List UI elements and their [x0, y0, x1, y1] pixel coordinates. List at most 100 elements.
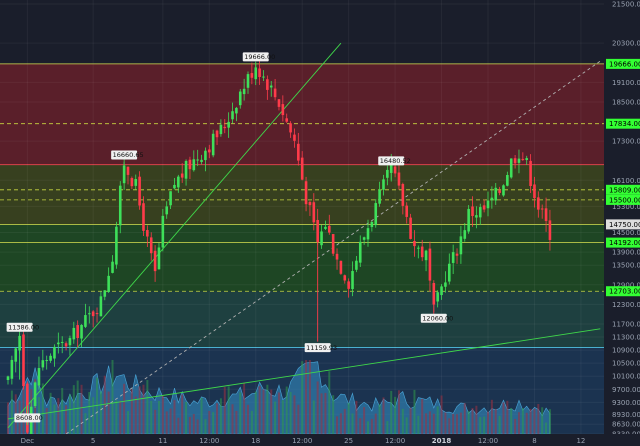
- volume-bar: [405, 417, 408, 434]
- volume-bar: [529, 408, 532, 434]
- candle-body: [540, 208, 544, 210]
- volume-bar: [312, 400, 315, 434]
- volume-bar: [475, 405, 478, 434]
- candle-body: [486, 200, 490, 209]
- candle-body: [506, 174, 509, 186]
- candle-body: [134, 179, 138, 186]
- volume-bar: [297, 404, 300, 434]
- candle-body: [200, 159, 203, 163]
- candle-body: [436, 292, 439, 302]
- volume-bar: [247, 404, 249, 434]
- level-price-tag: [606, 58, 640, 69]
- volume-bar: [533, 408, 536, 434]
- candle-body: [215, 130, 219, 138]
- candle-body: [420, 246, 424, 258]
- candle-body: [378, 189, 381, 204]
- candle-body: [223, 126, 227, 129]
- candle-body: [277, 99, 281, 107]
- time-tick-label: 12:00: [199, 437, 219, 445]
- level-price-tag: [606, 219, 640, 230]
- candle-body: [169, 191, 172, 206]
- candle-body: [417, 247, 420, 249]
- price-tick-label: 20300.00: [612, 40, 640, 48]
- candle-body: [339, 260, 343, 274]
- candle-body: [281, 104, 285, 116]
- volume-bar: [498, 415, 501, 434]
- price-annotation-label: 19666.00: [244, 53, 275, 61]
- volume-bar: [41, 383, 44, 434]
- price-annotation-label: 11159.93: [306, 344, 337, 352]
- volume-bar: [390, 390, 393, 434]
- candle-body: [235, 107, 238, 114]
- price-annotation-box: [6, 322, 33, 332]
- candle-body: [161, 215, 165, 248]
- volume-bar: [161, 395, 164, 434]
- volume-bar: [53, 404, 56, 434]
- trendline: [7, 42, 342, 429]
- annotation-layer: 11386.00 8608.00 16660.65 19666.00 11159.93 1…: [6, 52, 453, 423]
- price-annotation-label: 8608.00: [16, 414, 43, 422]
- volume-bar: [212, 412, 215, 434]
- volume-bar: [343, 408, 346, 434]
- volume-bar: [506, 400, 509, 434]
- volume-bar: [397, 390, 400, 434]
- candle-body: [428, 248, 432, 281]
- candle-body: [153, 250, 157, 272]
- volume-bar: [467, 411, 470, 434]
- candle-body: [22, 334, 25, 387]
- level-price-label: 19666.00: [609, 60, 640, 68]
- candle-body: [327, 225, 331, 233]
- candle-body: [41, 360, 45, 368]
- volume-bar: [417, 415, 420, 434]
- level-price-label: 15809.00: [609, 186, 640, 194]
- time-tick-label: 12:00: [292, 437, 312, 445]
- volume-bar: [463, 403, 466, 434]
- candle-body: [463, 230, 467, 239]
- candle-body: [60, 341, 64, 343]
- candle-body: [68, 338, 72, 346]
- volume-bar: [514, 418, 517, 434]
- volume-bar: [281, 400, 284, 434]
- volume-bar: [413, 389, 416, 434]
- volume-bar: [494, 408, 497, 434]
- candle-body: [246, 74, 250, 88]
- volume-bar: [185, 401, 188, 434]
- candle-body: [126, 166, 130, 175]
- level-price-label: 17834.00: [609, 120, 640, 128]
- candle-body: [513, 158, 517, 164]
- candle-body: [424, 250, 428, 261]
- price-tick-label: 8930.00: [612, 411, 640, 419]
- volume-bar: [22, 372, 25, 434]
- volume-bar: [525, 412, 528, 434]
- price-tick-label: 11700.00: [612, 320, 640, 328]
- volume-bar: [459, 412, 462, 434]
- candle-body: [184, 160, 188, 179]
- volume-bar: [382, 397, 385, 434]
- candle-body: [99, 296, 103, 317]
- candle-body: [273, 88, 277, 98]
- candle-body: [413, 240, 416, 247]
- volume-bar: [142, 384, 145, 434]
- volume-bar: [452, 413, 455, 434]
- volume-bar: [332, 395, 335, 434]
- price-axis: 21500.00 20300.00 19100.00 18500.00 17300.00…: [606, 1, 640, 439]
- price-tick-label: 14500.00: [612, 229, 640, 237]
- volume-bar: [150, 400, 153, 434]
- candle-body: [95, 313, 99, 315]
- volume-bar: [289, 391, 292, 434]
- candle-body: [76, 325, 79, 339]
- volume-bar: [548, 409, 551, 434]
- zone-band: [0, 224, 604, 292]
- volume-bar: [456, 414, 459, 434]
- volume-bar: [219, 398, 222, 434]
- volume-bar: [88, 392, 91, 434]
- candle-body: [14, 348, 18, 362]
- volume-bar: [479, 417, 482, 434]
- volume-bar: [428, 411, 431, 434]
- volume-bar: [177, 417, 180, 434]
- price-tick-label: 17300.00: [612, 138, 640, 146]
- volume-bar: [196, 419, 199, 434]
- volume-bar: [254, 391, 257, 434]
- volume-bar: [115, 400, 118, 434]
